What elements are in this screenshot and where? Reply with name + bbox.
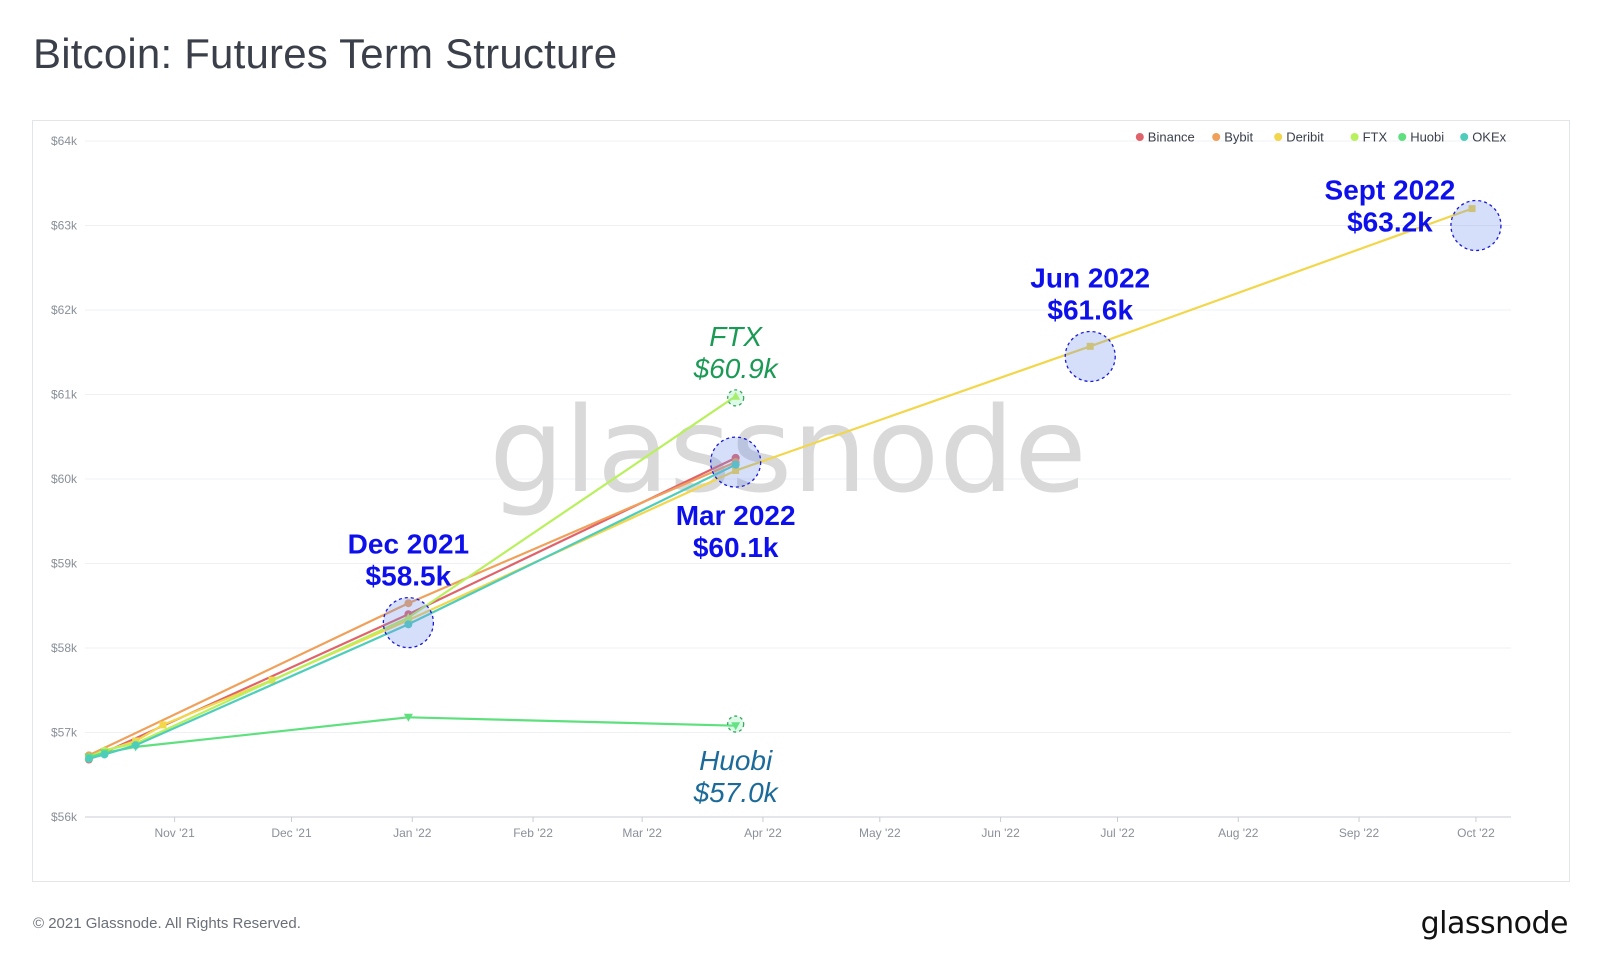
data-point[interactable]	[731, 391, 741, 400]
x-axis: Nov '21 Dec '21 Jan '22 Feb '22 Mar '22 Apr '…	[154, 817, 1495, 840]
annotation: Dec 2021$58.5k	[348, 529, 469, 649]
watermark-text: glassnode	[489, 381, 1086, 519]
annotation: Huobi$57.0k	[693, 715, 780, 808]
legend-swatch	[1460, 133, 1469, 141]
annotation-label: $60.9k	[693, 353, 780, 384]
data-point[interactable]	[732, 467, 740, 475]
annotation-label: $61.6k	[1047, 294, 1133, 325]
annotation-label: $63.2k	[1347, 207, 1433, 238]
data-point[interactable]	[84, 754, 93, 763]
data-point[interactable]	[100, 750, 109, 759]
legend: OKEx Huobi FTX Deribit Bybit Binance	[1135, 130, 1507, 145]
y-tick-label: $63k	[51, 219, 78, 233]
x-tick-label: Oct '22	[1457, 826, 1495, 840]
annotation-label: Mar 2022	[676, 500, 796, 531]
x-tick-label: Jul '22	[1100, 826, 1135, 840]
legend-swatch	[1135, 133, 1144, 141]
data-point[interactable]	[159, 721, 167, 729]
annotation-label: Dec 2021	[348, 529, 469, 560]
y-tick-label: $59k	[51, 557, 78, 571]
data-point[interactable]	[403, 713, 413, 722]
glassnode-logo[interactable]: glassnode	[1420, 906, 1569, 941]
annotation: FTX$60.9k	[693, 321, 780, 407]
x-tick-label: May '22	[859, 826, 901, 840]
annotation: Jun 2022$61.6k	[1030, 262, 1150, 383]
legend-swatch	[1350, 133, 1359, 141]
chart-container: $64k $63k $62k $61k $60k $59k $58k $57k $56k Nov…	[32, 120, 1570, 882]
x-tick-label: Mar '22	[622, 826, 662, 840]
annotation: Mar 2022$60.1k	[676, 436, 796, 563]
legend-item-deribit[interactable]: Deribit	[1274, 130, 1324, 145]
legend-item-huobi[interactable]: Huobi	[1398, 130, 1444, 145]
grid-lines	[85, 140, 1511, 818]
annotation-label: $58.5k	[366, 561, 452, 592]
x-tick-label: Apr '22	[744, 826, 782, 840]
x-tick-label: Jan '22	[393, 826, 432, 840]
y-tick-label: $62k	[51, 303, 78, 317]
data-point[interactable]	[1468, 205, 1476, 213]
data-point[interactable]	[1086, 342, 1094, 350]
data-point[interactable]	[731, 722, 741, 731]
annotation-label: $60.1k	[693, 532, 779, 563]
legend-label: Deribit	[1286, 130, 1324, 145]
page-title: Bitcoin: Futures Term Structure	[33, 30, 618, 77]
legend-swatch	[1274, 133, 1283, 141]
annotation-label: Huobi	[699, 745, 773, 776]
annotation: Sept 2022$63.2k	[1325, 175, 1502, 252]
x-tick-label: Aug '22	[1218, 826, 1259, 840]
legend-item-ftx[interactable]: FTX	[1350, 130, 1388, 145]
series-okex	[84, 460, 740, 763]
y-tick-label: $58k	[51, 641, 78, 655]
y-tick-label: $56k	[51, 810, 78, 824]
x-tick-label: Jun '22	[981, 826, 1020, 840]
data-point[interactable]	[131, 741, 140, 750]
legend-item-okex[interactable]: OKEx	[1460, 130, 1507, 145]
annotation-circle	[727, 715, 745, 733]
x-tick-label: Feb '22	[513, 826, 553, 840]
data-point[interactable]	[404, 620, 413, 629]
legend-swatch	[1212, 133, 1221, 141]
legend-item-bybit[interactable]: Bybit	[1212, 130, 1253, 145]
copyright-text: © 2021 Glassnode. All Rights Reserved.	[33, 915, 301, 932]
annotation-label: Jun 2022	[1030, 262, 1150, 293]
annotation-circle	[382, 596, 435, 649]
data-point[interactable]	[403, 613, 413, 622]
data-point[interactable]	[404, 599, 413, 608]
legend-label: Bybit	[1224, 130, 1253, 145]
annotation-label: $57.0k	[693, 777, 780, 808]
legend-swatch	[1398, 133, 1407, 141]
annotation-label: FTX	[709, 321, 763, 352]
data-point[interactable]	[731, 460, 740, 469]
legend-label: Binance	[1148, 130, 1195, 145]
annotation-circle	[727, 389, 745, 407]
series-lines	[84, 205, 1476, 764]
legend-label: OKEx	[1472, 130, 1506, 145]
x-tick-label: Dec '21	[271, 826, 312, 840]
y-tick-label: $60k	[51, 472, 78, 486]
y-tick-label: $61k	[51, 388, 78, 402]
y-axis: $64k $63k $62k $61k $60k $59k $58k $57k $56k	[51, 134, 78, 824]
x-tick-label: Sep '22	[1339, 826, 1380, 840]
annotation-circle	[710, 436, 762, 488]
legend-item-binance[interactable]: Binance	[1135, 130, 1195, 145]
x-tick-label: Nov '21	[154, 826, 195, 840]
annotation-circle	[1450, 199, 1502, 252]
legend-label: FTX	[1363, 130, 1388, 145]
futures-term-structure-chart[interactable]: $64k $63k $62k $61k $60k $59k $58k $57k $56k Nov…	[33, 121, 1569, 881]
annotation-circle	[1064, 330, 1116, 383]
annotations: Dec 2021$58.5k Mar 2022$60.1k Jun 2022$61.…	[348, 175, 1502, 808]
legend-label: Huobi	[1410, 130, 1444, 145]
y-tick-label: $64k	[51, 134, 78, 148]
y-tick-label: $57k	[51, 726, 78, 740]
annotation-label: Sept 2022	[1325, 175, 1456, 206]
